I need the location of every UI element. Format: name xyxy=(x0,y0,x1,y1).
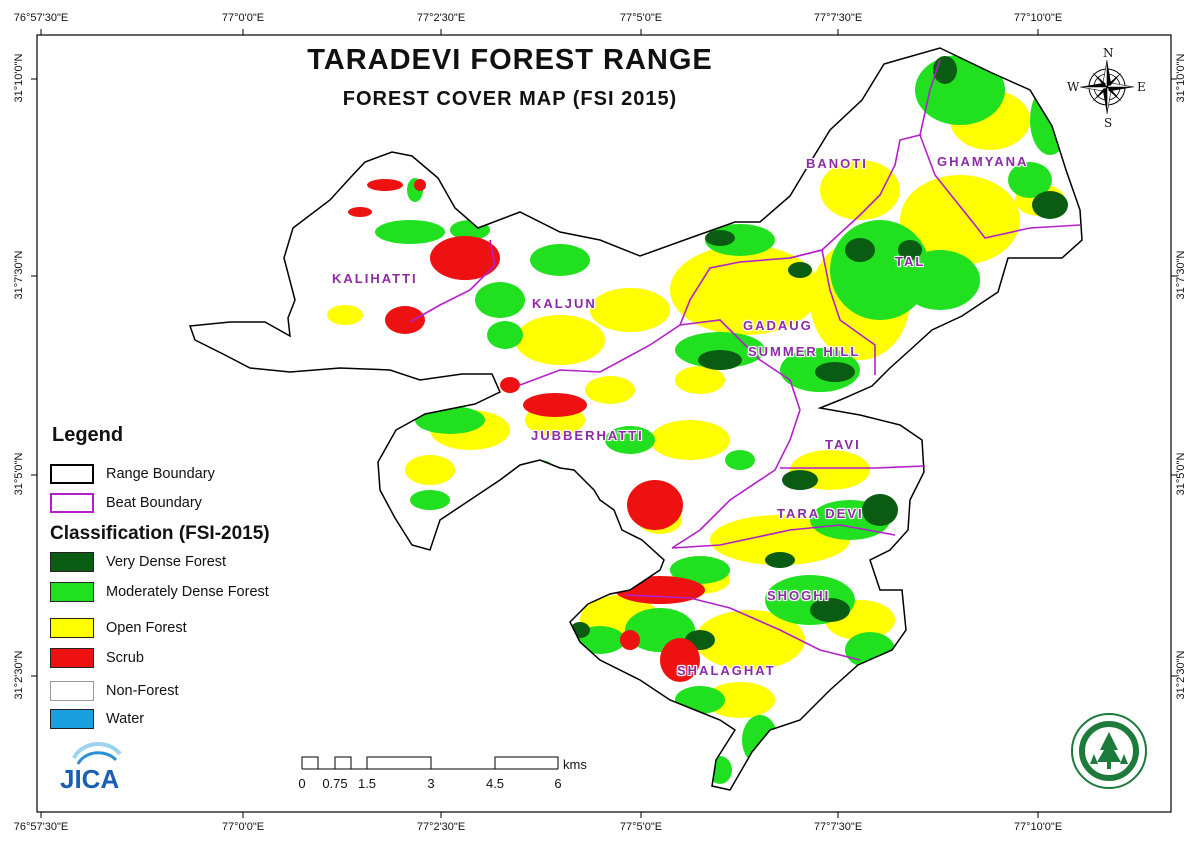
latitude-label-right: 31°2'30"N xyxy=(1175,650,1187,700)
latitude-label-right: 31°7'30"N xyxy=(1175,250,1187,300)
beat-label-shalaghat: SHALAGHAT xyxy=(677,663,776,678)
beat-boundary-swatch xyxy=(50,493,94,513)
legend-item-water: Water xyxy=(50,708,144,730)
longitude-label-top: 76°57'30"E xyxy=(13,12,69,24)
latitude-label-left: 31°7'30"N xyxy=(13,250,25,300)
legend-item-beat-boundary: Beat Boundary xyxy=(50,492,202,514)
legend-item-moderately-dense-forest: Moderately Dense Forest xyxy=(50,581,269,603)
legend-label: Non-Forest xyxy=(106,683,179,699)
beat-label-banoti: BANOTI xyxy=(806,156,868,171)
longitude-label-bottom: 77°0'0"E xyxy=(221,821,265,833)
longitude-label-top: 77°10'0"E xyxy=(1013,12,1063,24)
moderately-dense-forest-swatch xyxy=(50,582,94,602)
scale-tick-label: 4.5 xyxy=(485,776,505,791)
legend-item-open-forest: Open Forest xyxy=(50,617,187,639)
legend-label: Range Boundary xyxy=(106,466,215,482)
legend-label: Open Forest xyxy=(106,620,187,636)
longitude-label-bottom: 77°7'30"E xyxy=(813,821,863,833)
compass-south-label: S xyxy=(1104,116,1113,130)
water-swatch xyxy=(50,709,94,729)
legend-label: Scrub xyxy=(106,650,144,666)
open-forest-swatch xyxy=(50,618,94,638)
scrub-swatch xyxy=(50,648,94,668)
compass-north-label: N xyxy=(1103,46,1114,60)
range-boundary xyxy=(188,47,1083,791)
longitude-label-bottom: 77°10'0"E xyxy=(1013,821,1063,833)
non-forest-swatch xyxy=(50,681,94,701)
scale-tick-label: 0 xyxy=(298,776,306,791)
beat-label-kaljun: KALJUN xyxy=(532,296,597,311)
range-boundary-swatch xyxy=(50,464,94,484)
map-subtitle: FOREST COVER MAP (FSI 2015) xyxy=(342,88,678,110)
compass-rose-icon xyxy=(1079,59,1135,115)
forest-department-seal-icon xyxy=(1071,713,1147,789)
beat-label-tara-devi: TARA DEVI xyxy=(777,506,864,521)
beat-label-shoghi: SHOGHI xyxy=(767,588,831,603)
legend-label: Beat Boundary xyxy=(106,495,202,511)
longitude-label-bottom: 76°57'30"E xyxy=(13,821,69,833)
latitude-label-left: 31°2'30"N xyxy=(13,650,25,700)
jica-logo-text: JICA xyxy=(60,764,119,792)
classification-title: Classification (FSI-2015) xyxy=(50,523,270,544)
graticule-ticks xyxy=(31,29,1177,818)
map-frame xyxy=(36,34,1172,813)
very-dense-forest-swatch xyxy=(50,552,94,572)
scale-tick-label: 3 xyxy=(427,776,435,791)
compass-east-label: E xyxy=(1137,80,1146,94)
scale-tick-label: 0.75 xyxy=(322,776,348,791)
scale-unit: kms xyxy=(563,757,587,772)
longitude-label-top: 77°7'30"E xyxy=(813,12,863,24)
legend-item-non-forest: Non-Forest xyxy=(50,680,179,702)
latitude-label-right: 31°5'0"N xyxy=(1175,452,1187,496)
latitude-label-left: 31°5'0"N xyxy=(13,452,25,496)
longitude-label-bottom: 77°2'30"E xyxy=(416,821,466,833)
beat-boundaries xyxy=(409,59,1081,661)
beat-label-jubberhatti: JUBBERHATTI xyxy=(531,428,644,443)
longitude-label-top: 77°5'0"E xyxy=(619,12,663,24)
legend-label: Water xyxy=(106,711,145,727)
legend-label: Moderately Dense Forest xyxy=(106,584,269,600)
legend-item-range-boundary: Range Boundary xyxy=(50,463,215,485)
scale-tick-label: 1.5 xyxy=(357,776,377,791)
compass-west-label: W xyxy=(1067,80,1080,94)
legend-item-scrub: Scrub xyxy=(50,647,144,669)
longitude-label-top: 77°0'0"E xyxy=(221,12,265,24)
beat-label-summer-hill: SUMMER HILL xyxy=(748,344,861,359)
very-dense-forest-patches xyxy=(570,56,1068,650)
beat-label-kalihatti: KALIHATTI xyxy=(332,271,418,286)
beat-label-tal: TAL xyxy=(895,254,926,269)
legend-item-very-dense-forest: Very Dense Forest xyxy=(50,551,226,573)
scale-bar xyxy=(301,756,559,770)
beat-label-tavi: TAVI xyxy=(825,437,861,452)
legend-title: Legend xyxy=(52,424,124,446)
longitude-label-top: 77°2'30"E xyxy=(416,12,466,24)
longitude-label-bottom: 77°5'0"E xyxy=(619,821,663,833)
beat-label-gadaug: GADAUG xyxy=(743,318,813,333)
scale-tick-label: 6 xyxy=(554,776,562,791)
beat-label-ghamyana: GHAMYANA xyxy=(937,154,1029,169)
map-title: TARADEVI FOREST RANGE xyxy=(307,44,713,76)
jica-logo: JICA xyxy=(60,742,122,792)
latitude-label-right: 31°10'0"N xyxy=(1175,53,1187,103)
legend-label: Very Dense Forest xyxy=(106,554,227,570)
